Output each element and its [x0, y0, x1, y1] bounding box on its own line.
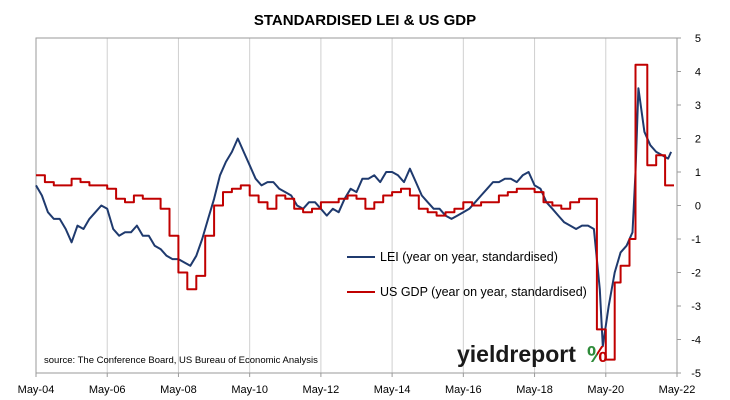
y-tick-label-0: 5: [695, 33, 701, 45]
plot-frame: [35, 37, 678, 374]
y-tick-label-3: 2: [695, 134, 701, 146]
chart-title: STANDARDISED LEI & US GDP: [254, 12, 476, 29]
logo-percent-icon: %: [587, 341, 607, 367]
y-tick-label-1: 4: [695, 67, 701, 79]
legend-label-lei: LEI (year on year, standardised): [380, 250, 558, 264]
x-tick-label-2: May-08: [160, 384, 197, 396]
y-tick-label-6: -1: [691, 234, 701, 246]
x-tick-label-3: May-10: [231, 384, 268, 396]
legend: LEI (year on year, standardised) US GDP (…: [347, 250, 587, 299]
yieldreport-logo: yieldreport %: [457, 341, 607, 367]
x-axis: May-04 May-06 May-08 May-10 May-12 May-14 May-…: [18, 373, 696, 396]
y-tick-label-4: 1: [695, 167, 701, 179]
y-tick-label-9: -4: [691, 335, 701, 347]
x-tick-label-9: May-22: [659, 384, 696, 396]
y-tick-label-7: -2: [691, 268, 701, 280]
source-note: source: The Conference Board, US Bureau …: [44, 355, 318, 366]
x-tick-label-4: May-12: [303, 384, 340, 396]
right-y-axis: 5 4 3 2 1 0 -1 -2 -3 -4 -5: [677, 33, 701, 380]
x-tick-label-1: May-06: [89, 384, 126, 396]
x-tick-label-7: May-18: [516, 384, 553, 396]
y-tick-label-2: 3: [695, 100, 701, 112]
vertical-gridlines: [35, 38, 678, 373]
series-line-lei: [35, 87, 673, 348]
y-tick-label-10: -5: [691, 368, 701, 380]
series-lines: [35, 63, 674, 361]
series-line-gdp: [36, 63, 674, 361]
legend-label-gdp: US GDP (year on year, standardised): [380, 285, 587, 299]
x-tick-label-5: May-14: [374, 384, 411, 396]
x-tick-label-0: May-04: [18, 384, 55, 396]
logo-wordmark: yieldreport: [457, 341, 576, 367]
y-tick-label-5: 0: [695, 201, 701, 213]
x-tick-label-8: May-20: [587, 384, 624, 396]
y-tick-label-8: -3: [691, 301, 701, 313]
x-tick-label-6: May-16: [445, 384, 482, 396]
